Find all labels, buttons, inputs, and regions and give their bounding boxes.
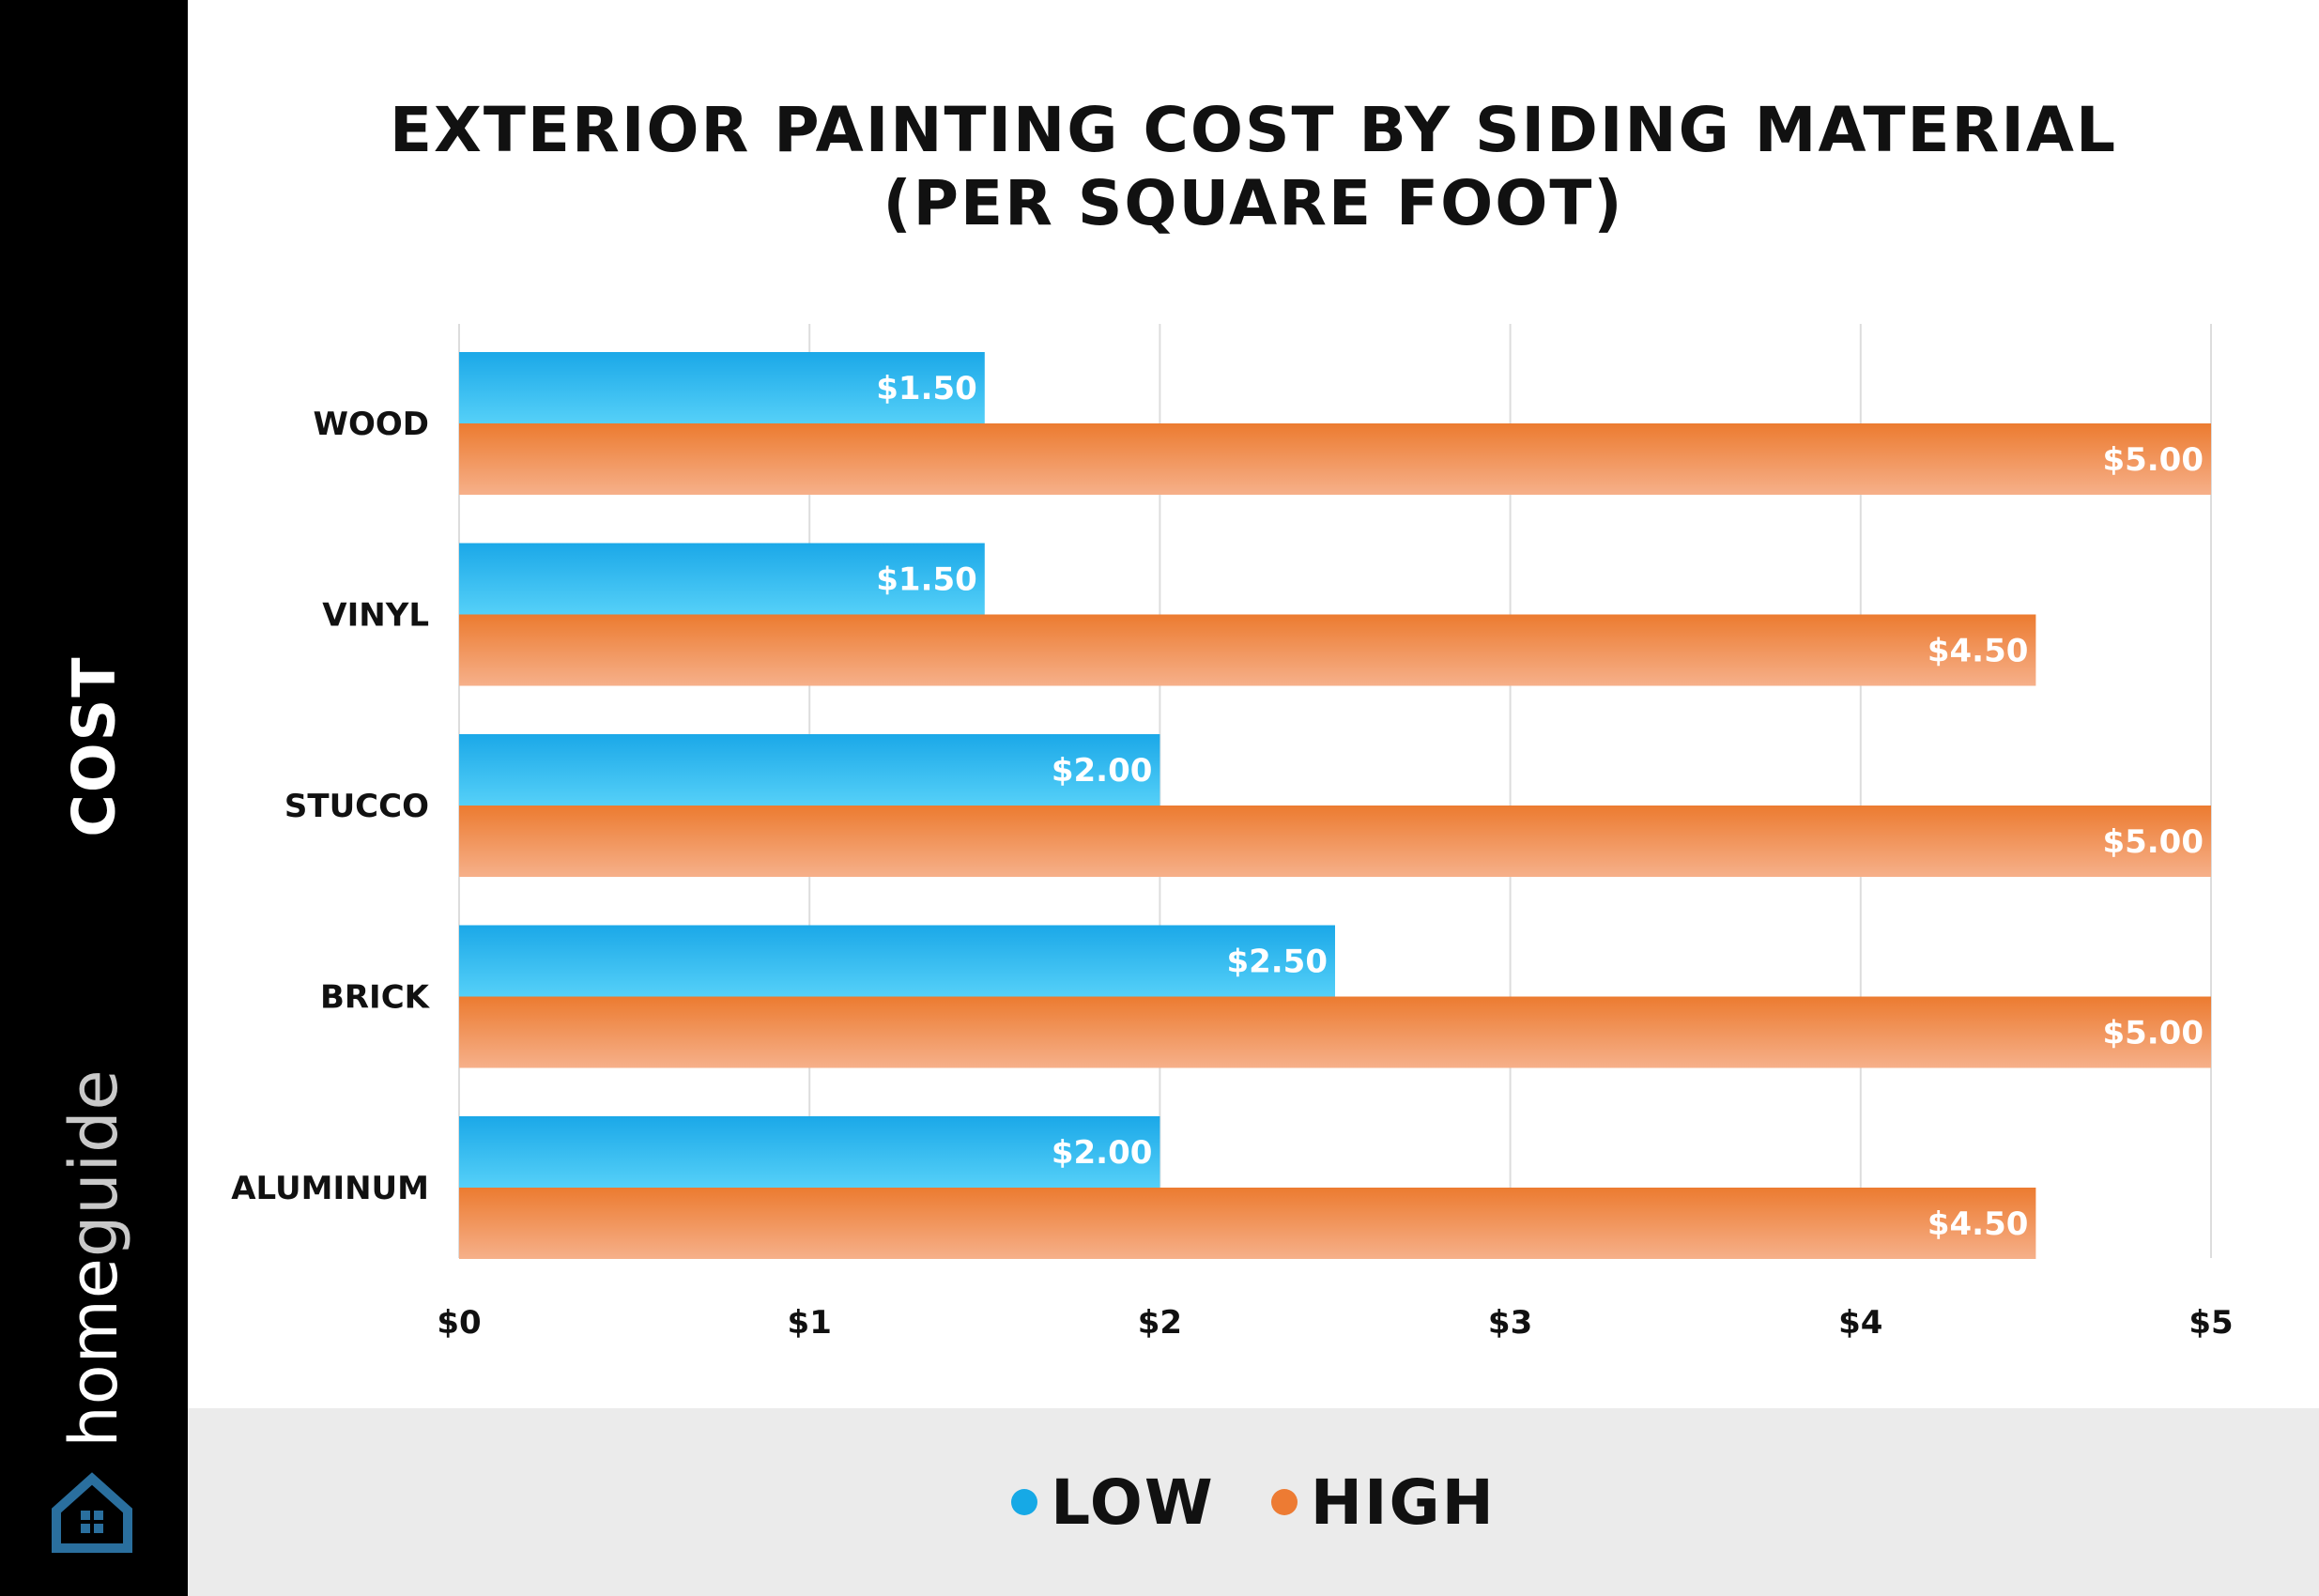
sidebar: COST homeguide (0, 0, 188, 1596)
chart-title: EXTERIOR PAINTING COST BY SIDING MATERIA… (188, 94, 2319, 240)
bar-low (459, 543, 985, 615)
bar-low (459, 925, 1335, 997)
brand-home-text: home (55, 1257, 132, 1448)
legend-item-high: HIGH (1270, 1466, 1496, 1539)
bar-chart: $0 $1 $2 $3 $4 $5 WOOD $1.50 $5.00 VINYL $1.50 $4.5… (231, 324, 2234, 1342)
x-tick-label: $1 (788, 1304, 832, 1342)
chart-title-line-1: EXTERIOR PAINTING COST BY SIDING MATERIA… (389, 94, 2118, 166)
data-label: $5.00 (2102, 823, 2204, 861)
bar-high (459, 1188, 2036, 1259)
chart-panel: EXTERIOR PAINTING COST BY SIDING MATERIA… (188, 0, 2319, 1596)
x-tick-label: $3 (1488, 1304, 1532, 1342)
axis-title-cost: COST (59, 655, 129, 837)
category-label: BRICK (320, 979, 431, 1017)
legend-item-low: LOW (1011, 1466, 1215, 1539)
data-label: $5.00 (2102, 1015, 2204, 1052)
house-logo-icon (52, 1472, 132, 1553)
data-label: $5.00 (2102, 441, 2204, 479)
data-label: $4.50 (1927, 1205, 2029, 1243)
bar-high (459, 423, 2211, 495)
legend-label-low: LOW (1051, 1466, 1215, 1539)
category-label: VINYL (322, 597, 429, 635)
x-tick-label: $2 (1138, 1304, 1182, 1342)
data-label: $4.50 (1927, 633, 2029, 670)
bar-low (459, 1116, 1160, 1188)
data-label: $2.00 (1052, 752, 1153, 790)
data-label: $1.50 (876, 370, 977, 407)
category-label: STUCCO (284, 788, 429, 825)
bar-high (459, 996, 2211, 1068)
brand-guide-text: guide (55, 1068, 132, 1258)
chart-title-line-2: (PER SQUARE FOOT) (883, 167, 1624, 239)
bar-high (459, 614, 2036, 686)
legend-dot-low (1011, 1489, 1038, 1515)
category-label: WOOD (313, 406, 429, 443)
bar-low (459, 352, 985, 423)
bar-high (459, 806, 2211, 877)
legend-label-high: HIGH (1310, 1466, 1496, 1539)
data-label: $1.50 (876, 561, 977, 599)
x-tick-label: $4 (1838, 1304, 1882, 1342)
x-tick-label: $5 (2188, 1304, 2233, 1342)
data-label: $2.00 (1052, 1134, 1153, 1172)
bar-low (459, 734, 1160, 806)
data-label: $2.50 (1226, 944, 1328, 981)
legend-dot-high (1270, 1489, 1298, 1515)
legend: LOW HIGH (188, 1408, 2319, 1596)
x-tick-label: $0 (437, 1304, 481, 1342)
category-label: ALUMINUM (231, 1170, 429, 1207)
legend-band: LOW HIGH (188, 1408, 2319, 1596)
brand-wordmark: homeguide (55, 1068, 132, 1447)
